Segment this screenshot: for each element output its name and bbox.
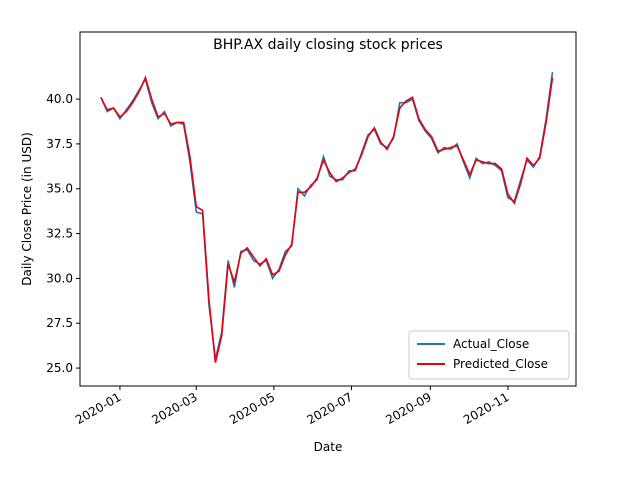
- y-tick-label: 25.0: [46, 361, 73, 375]
- series-line: [100, 75, 554, 363]
- y-axis-label: Daily Close Price (in USD): [20, 132, 34, 286]
- x-axis-label: Date: [314, 440, 343, 454]
- plot-frame: [79, 31, 577, 387]
- y-tick-label: 35.0: [46, 182, 73, 196]
- y-tick-label: 30.0: [46, 271, 73, 285]
- legend-label: Actual_Close: [453, 337, 529, 351]
- y-tick-label: 37.5: [46, 137, 73, 151]
- y-tick-label: 40.0: [46, 92, 73, 106]
- y-tick-label: 27.5: [46, 316, 73, 330]
- chart-title: BHP.AX daily closing stock prices: [213, 37, 443, 53]
- y-tick-label: 32.5: [46, 227, 73, 241]
- legend-label: Predicted_Close: [453, 357, 548, 371]
- legend-box: [408, 330, 570, 380]
